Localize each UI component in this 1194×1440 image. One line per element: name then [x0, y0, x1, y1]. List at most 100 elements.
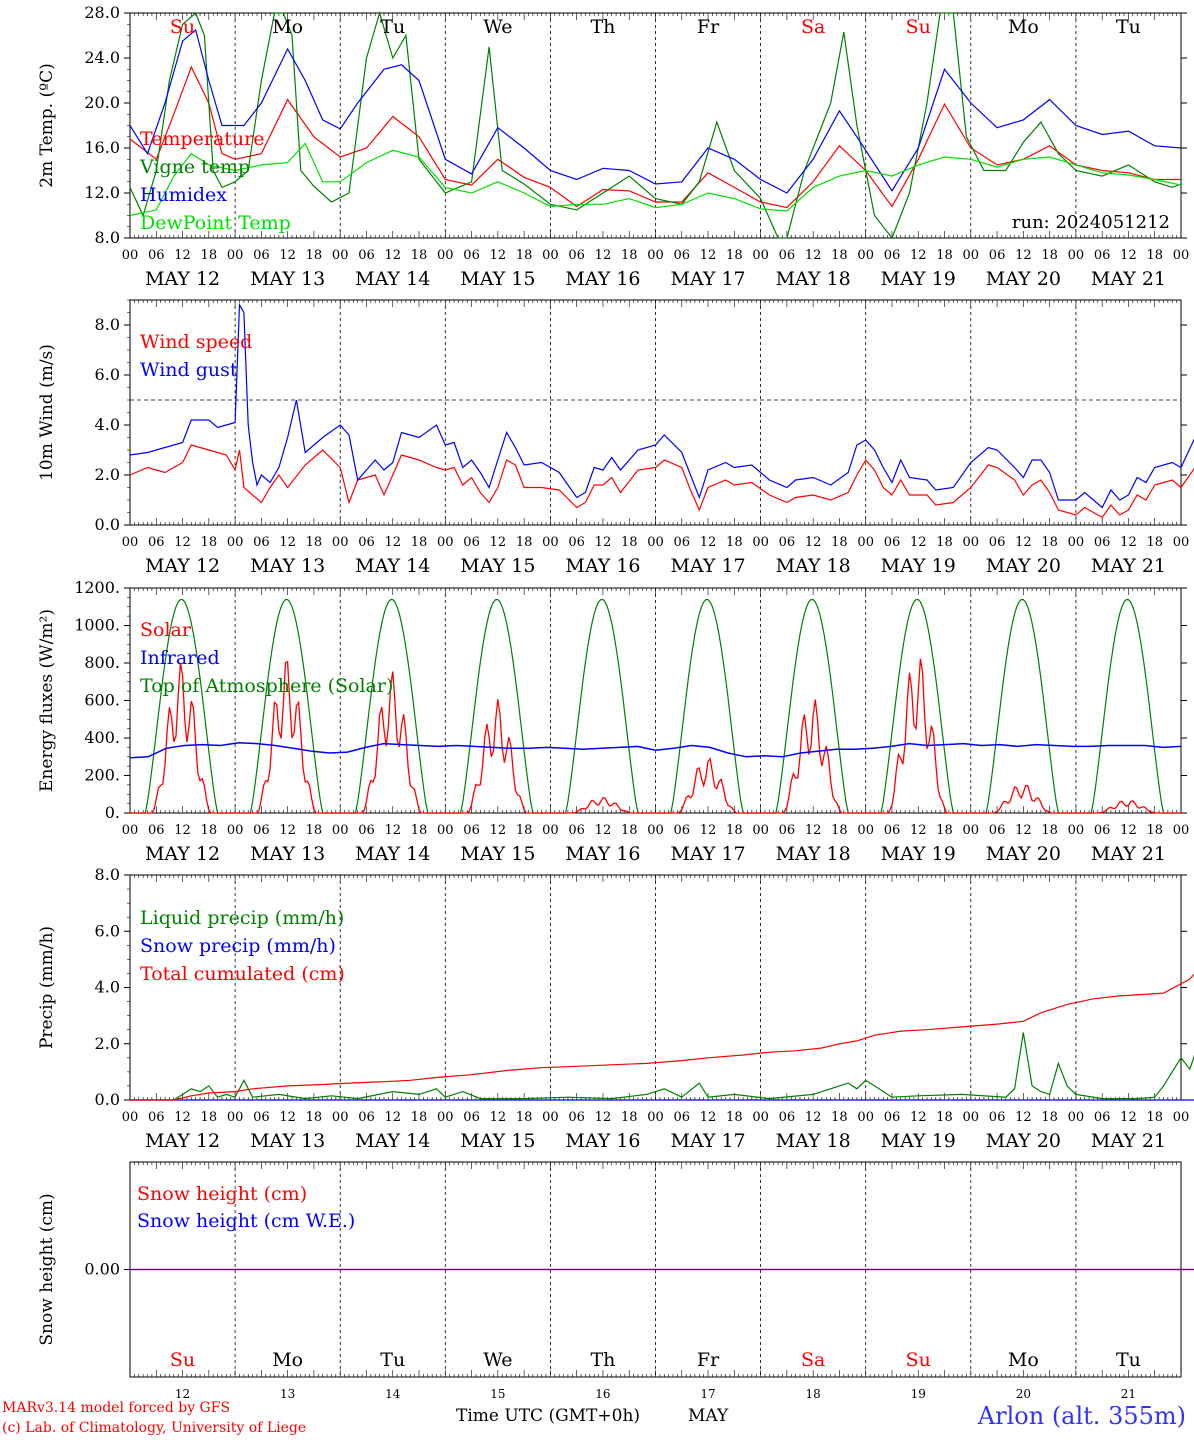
- station-title: Arlon (alt. 355m): [977, 1402, 1186, 1430]
- x-hour-label: 00: [963, 248, 980, 263]
- x-hour-label: 00: [963, 823, 980, 838]
- x-axis-label: Time UTC (GMT+0h): [456, 1406, 641, 1426]
- plot-frame: [129, 587, 1182, 814]
- y-axis-label: Energy fluxes (W/m²): [37, 609, 57, 792]
- x-hour-label: 06: [779, 535, 796, 550]
- x-hour-label: 00: [647, 535, 664, 550]
- x-hour-label: 18: [936, 823, 953, 838]
- panel-precipitation: 0.0 2.0 4.0 6.0 8.0 Precip (mm/h) Liquid preci…: [37, 865, 1194, 1152]
- y-tick-label: 1000.: [74, 616, 120, 635]
- x-hour-label: 00: [332, 1110, 349, 1125]
- x-date-label: MAY 17: [670, 1130, 745, 1152]
- y-axis-label: 2m Temp. (ºC): [37, 63, 57, 188]
- x-hour-label: 00: [542, 535, 559, 550]
- day-number-label: 16: [595, 1387, 610, 1401]
- panel-snow: 0.00 Snow height (cm) Snow height (cm) Snow…: [37, 1161, 1194, 1401]
- y-tick-label: 0.: [105, 803, 120, 822]
- series-line-solar: [130, 658, 1181, 814]
- x-hour-label: 06: [463, 823, 480, 838]
- x-hour-label: 18: [831, 535, 848, 550]
- x-hour-label: 00: [1068, 535, 1085, 550]
- legend-entry: Top of Atmosphere (Solar): [140, 675, 393, 697]
- x-hour-label: 12: [384, 535, 401, 550]
- x-hour-label: 18: [1146, 823, 1163, 838]
- x-hour-label: 06: [779, 823, 796, 838]
- x-hour-label: 18: [726, 823, 743, 838]
- run-annotation: run: 2024051212: [1012, 212, 1170, 233]
- x-hour-label: 06: [674, 535, 691, 550]
- weekday-label: We: [483, 1349, 512, 1371]
- weekday-label: Su: [170, 16, 195, 38]
- x-hour-label: 00: [1173, 248, 1190, 263]
- x-hour-label: 12: [174, 248, 191, 263]
- day-number-label: 12: [175, 1387, 190, 1401]
- x-hour-label: 18: [1041, 248, 1058, 263]
- day-number-label: 21: [1121, 1387, 1136, 1401]
- x-date-label: MAY 13: [250, 843, 325, 865]
- x-hour-label: 18: [1146, 248, 1163, 263]
- x-hour-label: 06: [148, 535, 165, 550]
- x-hour-label: 06: [779, 248, 796, 263]
- x-date-label: MAY 12: [145, 555, 220, 577]
- x-hour-label: 00: [227, 248, 244, 263]
- x-date-label: MAY 16: [565, 1130, 640, 1152]
- x-hour-label: 06: [674, 823, 691, 838]
- x-date-label: MAY 13: [250, 268, 325, 290]
- legend-entry: Vigne temp: [139, 156, 250, 178]
- x-hour-label: 12: [595, 535, 612, 550]
- x-hour-label: 12: [910, 535, 927, 550]
- x-hour-label: 12: [1015, 823, 1032, 838]
- x-hour-label: 12: [384, 248, 401, 263]
- x-date-label: MAY 19: [881, 268, 956, 290]
- y-tick-label: 28.0: [84, 3, 120, 22]
- x-hour-label: 00: [1173, 1110, 1190, 1125]
- x-hour-label: 18: [936, 535, 953, 550]
- x-date-label: MAY 15: [460, 268, 535, 290]
- x-hour-label: 18: [201, 535, 218, 550]
- x-hour-label: 06: [568, 248, 585, 263]
- series-line-temperature: [129, 65, 1181, 209]
- x-hour-label: 06: [148, 823, 165, 838]
- x-hour-label: 18: [1041, 535, 1058, 550]
- legend-entry: Temperature: [140, 128, 264, 150]
- x-hour-label: 06: [253, 1110, 270, 1125]
- x-hour-label: 12: [1120, 535, 1137, 550]
- x-hour-label: 06: [1094, 1110, 1111, 1125]
- model-credit: MARv3.14 model forced by GFS: [2, 1400, 231, 1416]
- x-hour-label: 18: [621, 248, 638, 263]
- x-hour-label: 12: [700, 823, 717, 838]
- x-hour-label: 06: [989, 1110, 1006, 1125]
- weekday-label: Mo: [272, 16, 303, 38]
- x-hour-label: 12: [384, 1110, 401, 1125]
- x-hour-label: 06: [253, 535, 270, 550]
- y-tick-label: 4.0: [95, 415, 120, 434]
- x-hour-label: 00: [1173, 535, 1190, 550]
- x-hour-label: 18: [306, 248, 323, 263]
- x-hour-label: 12: [1120, 1110, 1137, 1125]
- x-hour-label: 06: [358, 823, 375, 838]
- x-hour-label: 12: [910, 823, 927, 838]
- x-hour-label: 12: [490, 823, 507, 838]
- y-tick-label: 0.0: [95, 515, 120, 534]
- x-hour-label: 18: [726, 535, 743, 550]
- x-hour-label: 06: [463, 248, 480, 263]
- x-hour-label: 06: [674, 248, 691, 263]
- x-hour-label: 18: [411, 823, 428, 838]
- x-hour-label: 06: [358, 248, 375, 263]
- x-hour-label: 00: [122, 248, 139, 263]
- x-date-label: MAY 13: [250, 555, 325, 577]
- x-hour-label: 12: [1120, 248, 1137, 263]
- x-hour-label: 12: [279, 1110, 296, 1125]
- x-date-label: MAY 18: [776, 1130, 851, 1152]
- plot-frame: [129, 12, 1182, 239]
- legend-entry: Snow height (cm W.E.): [137, 1210, 355, 1232]
- x-hour-label: 06: [568, 1110, 585, 1125]
- x-hour-label: 06: [358, 535, 375, 550]
- weekday-label: Tu: [380, 1349, 405, 1371]
- legend-entry: Wind gust: [140, 359, 238, 381]
- x-hour-label: 00: [542, 248, 559, 263]
- x-hour-label: 00: [122, 823, 139, 838]
- x-date-label: MAY 20: [986, 1130, 1061, 1152]
- day-number-label: 20: [1016, 1387, 1031, 1401]
- x-hour-label: 12: [279, 535, 296, 550]
